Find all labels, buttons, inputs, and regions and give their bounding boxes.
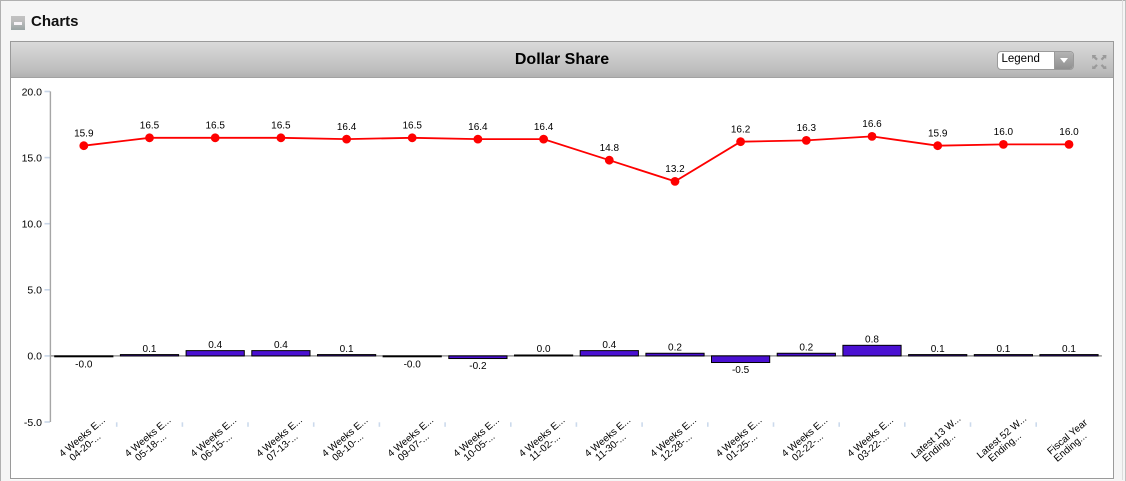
svg-text:-0.0: -0.0 xyxy=(404,359,422,370)
svg-text:15.9: 15.9 xyxy=(928,128,948,139)
svg-text:16.3: 16.3 xyxy=(797,123,817,134)
svg-text:0.1: 0.1 xyxy=(143,344,157,355)
svg-text:0.1: 0.1 xyxy=(996,344,1010,355)
svg-text:16.0: 16.0 xyxy=(1059,127,1079,138)
svg-text:-0.2: -0.2 xyxy=(469,361,487,372)
svg-text:0.0: 0.0 xyxy=(537,344,551,355)
svg-text:0.4: 0.4 xyxy=(208,340,222,351)
svg-text:0.2: 0.2 xyxy=(668,343,682,354)
svg-text:-0.5: -0.5 xyxy=(732,365,750,376)
svg-text:13.2: 13.2 xyxy=(665,164,685,175)
svg-text:15.0: 15.0 xyxy=(22,152,43,164)
svg-text:14.8: 14.8 xyxy=(600,143,620,154)
svg-text:5.0: 5.0 xyxy=(27,285,42,297)
svg-text:16.4: 16.4 xyxy=(337,122,357,133)
svg-text:0.8: 0.8 xyxy=(865,335,879,346)
svg-text:16.5: 16.5 xyxy=(402,121,422,132)
svg-text:16.5: 16.5 xyxy=(140,121,160,132)
svg-text:-5.0: -5.0 xyxy=(24,417,42,429)
svg-text:16.5: 16.5 xyxy=(271,121,291,132)
svg-text:16.4: 16.4 xyxy=(468,122,488,133)
svg-text:16.2: 16.2 xyxy=(731,124,751,135)
svg-text:0.4: 0.4 xyxy=(274,340,288,351)
svg-text:0.2: 0.2 xyxy=(799,343,813,354)
svg-text:16.0: 16.0 xyxy=(994,127,1014,138)
svg-text:16.4: 16.4 xyxy=(534,122,554,133)
svg-text:16.5: 16.5 xyxy=(205,121,225,132)
svg-text:0.1: 0.1 xyxy=(340,344,354,355)
svg-text:-0.0: -0.0 xyxy=(75,359,93,370)
svg-text:16.6: 16.6 xyxy=(862,119,882,130)
svg-text:10.0: 10.0 xyxy=(22,219,43,231)
svg-text:0.1: 0.1 xyxy=(1062,344,1076,355)
svg-text:0.1: 0.1 xyxy=(931,344,945,355)
svg-text:0.0: 0.0 xyxy=(27,351,42,363)
svg-text:15.9: 15.9 xyxy=(74,128,94,139)
svg-text:20.0: 20.0 xyxy=(22,86,43,98)
svg-text:0.4: 0.4 xyxy=(602,340,616,351)
